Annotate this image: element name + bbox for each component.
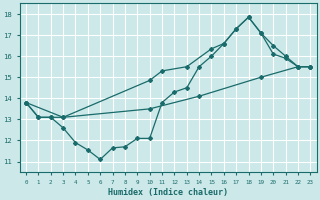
X-axis label: Humidex (Indice chaleur): Humidex (Indice chaleur) (108, 188, 228, 197)
